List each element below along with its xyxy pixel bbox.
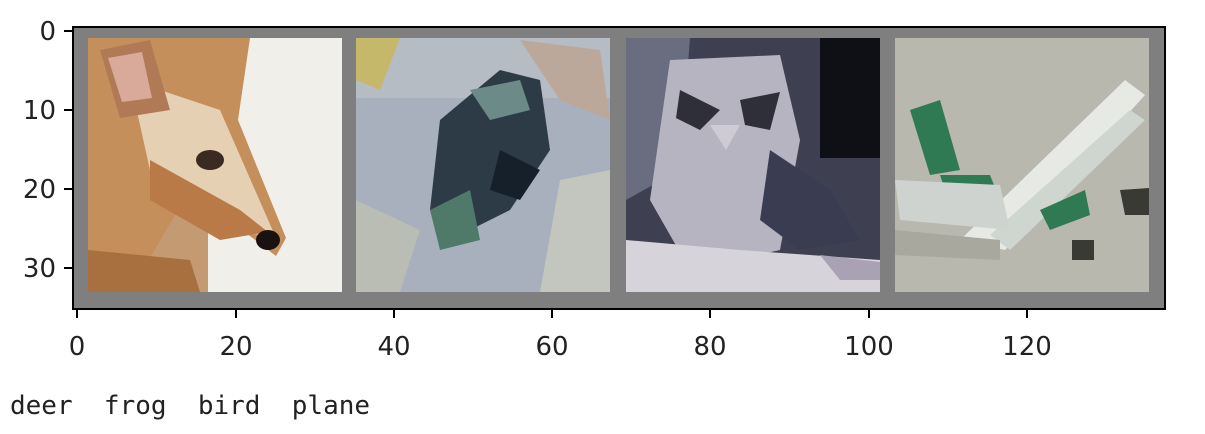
tile-deer (88, 38, 342, 292)
y-tick-label: 10 (23, 96, 56, 126)
x-tick-label: 20 (219, 332, 252, 362)
class-labels-caption: deer frog bird plane (10, 391, 371, 421)
x-tick-label: 100 (844, 332, 894, 362)
x-tick-label: 40 (377, 332, 410, 362)
x-tick-label: 60 (535, 332, 568, 362)
x-axis: 0 20 40 60 80 100 120 (69, 309, 1052, 362)
tile-frog (356, 38, 610, 292)
tile-plane (895, 38, 1149, 292)
y-axis: 0 10 20 30 (23, 17, 73, 284)
x-tick-label: 80 (693, 332, 726, 362)
x-tick-label: 120 (1002, 332, 1052, 362)
x-tick-label: 0 (69, 332, 86, 362)
y-tick-label: 0 (39, 17, 56, 47)
y-tick-label: 30 (23, 254, 56, 284)
y-tick-label: 20 (23, 175, 56, 205)
axes-frame (72, 26, 1166, 310)
tile-bird (626, 38, 880, 292)
